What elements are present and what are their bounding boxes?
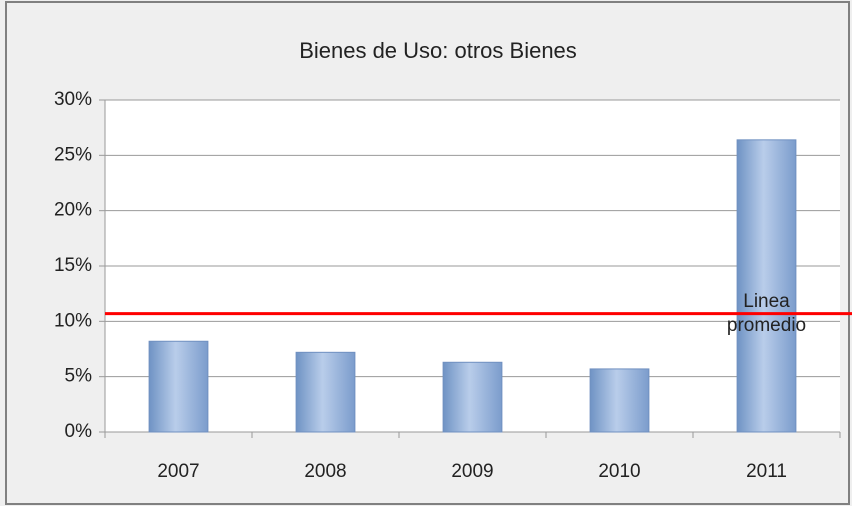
bar [148, 340, 209, 433]
y-tick-label: 20% [54, 200, 92, 221]
chart-border [5, 1, 850, 505]
bar [295, 351, 356, 433]
y-tick-label: 30% [54, 89, 92, 110]
bar [736, 139, 797, 433]
x-tick-label: 2010 [598, 461, 640, 482]
x-tick-label: 2009 [451, 461, 493, 482]
y-tick-label: 25% [54, 144, 92, 165]
bar [442, 361, 503, 433]
x-tick-label: 2008 [304, 461, 346, 482]
chart-title: Bienes de Uso: otros Bienes [299, 38, 577, 63]
y-tick-label: 10% [54, 310, 92, 331]
x-tick-label: 2011 [746, 461, 787, 482]
y-tick-label: 0% [65, 421, 93, 442]
bar [589, 368, 650, 433]
x-tick-label: 2007 [157, 461, 199, 482]
y-tick-label: 5% [65, 366, 93, 387]
average-line-label: Linea promedio [726, 290, 807, 336]
y-tick-label: 15% [54, 255, 92, 276]
